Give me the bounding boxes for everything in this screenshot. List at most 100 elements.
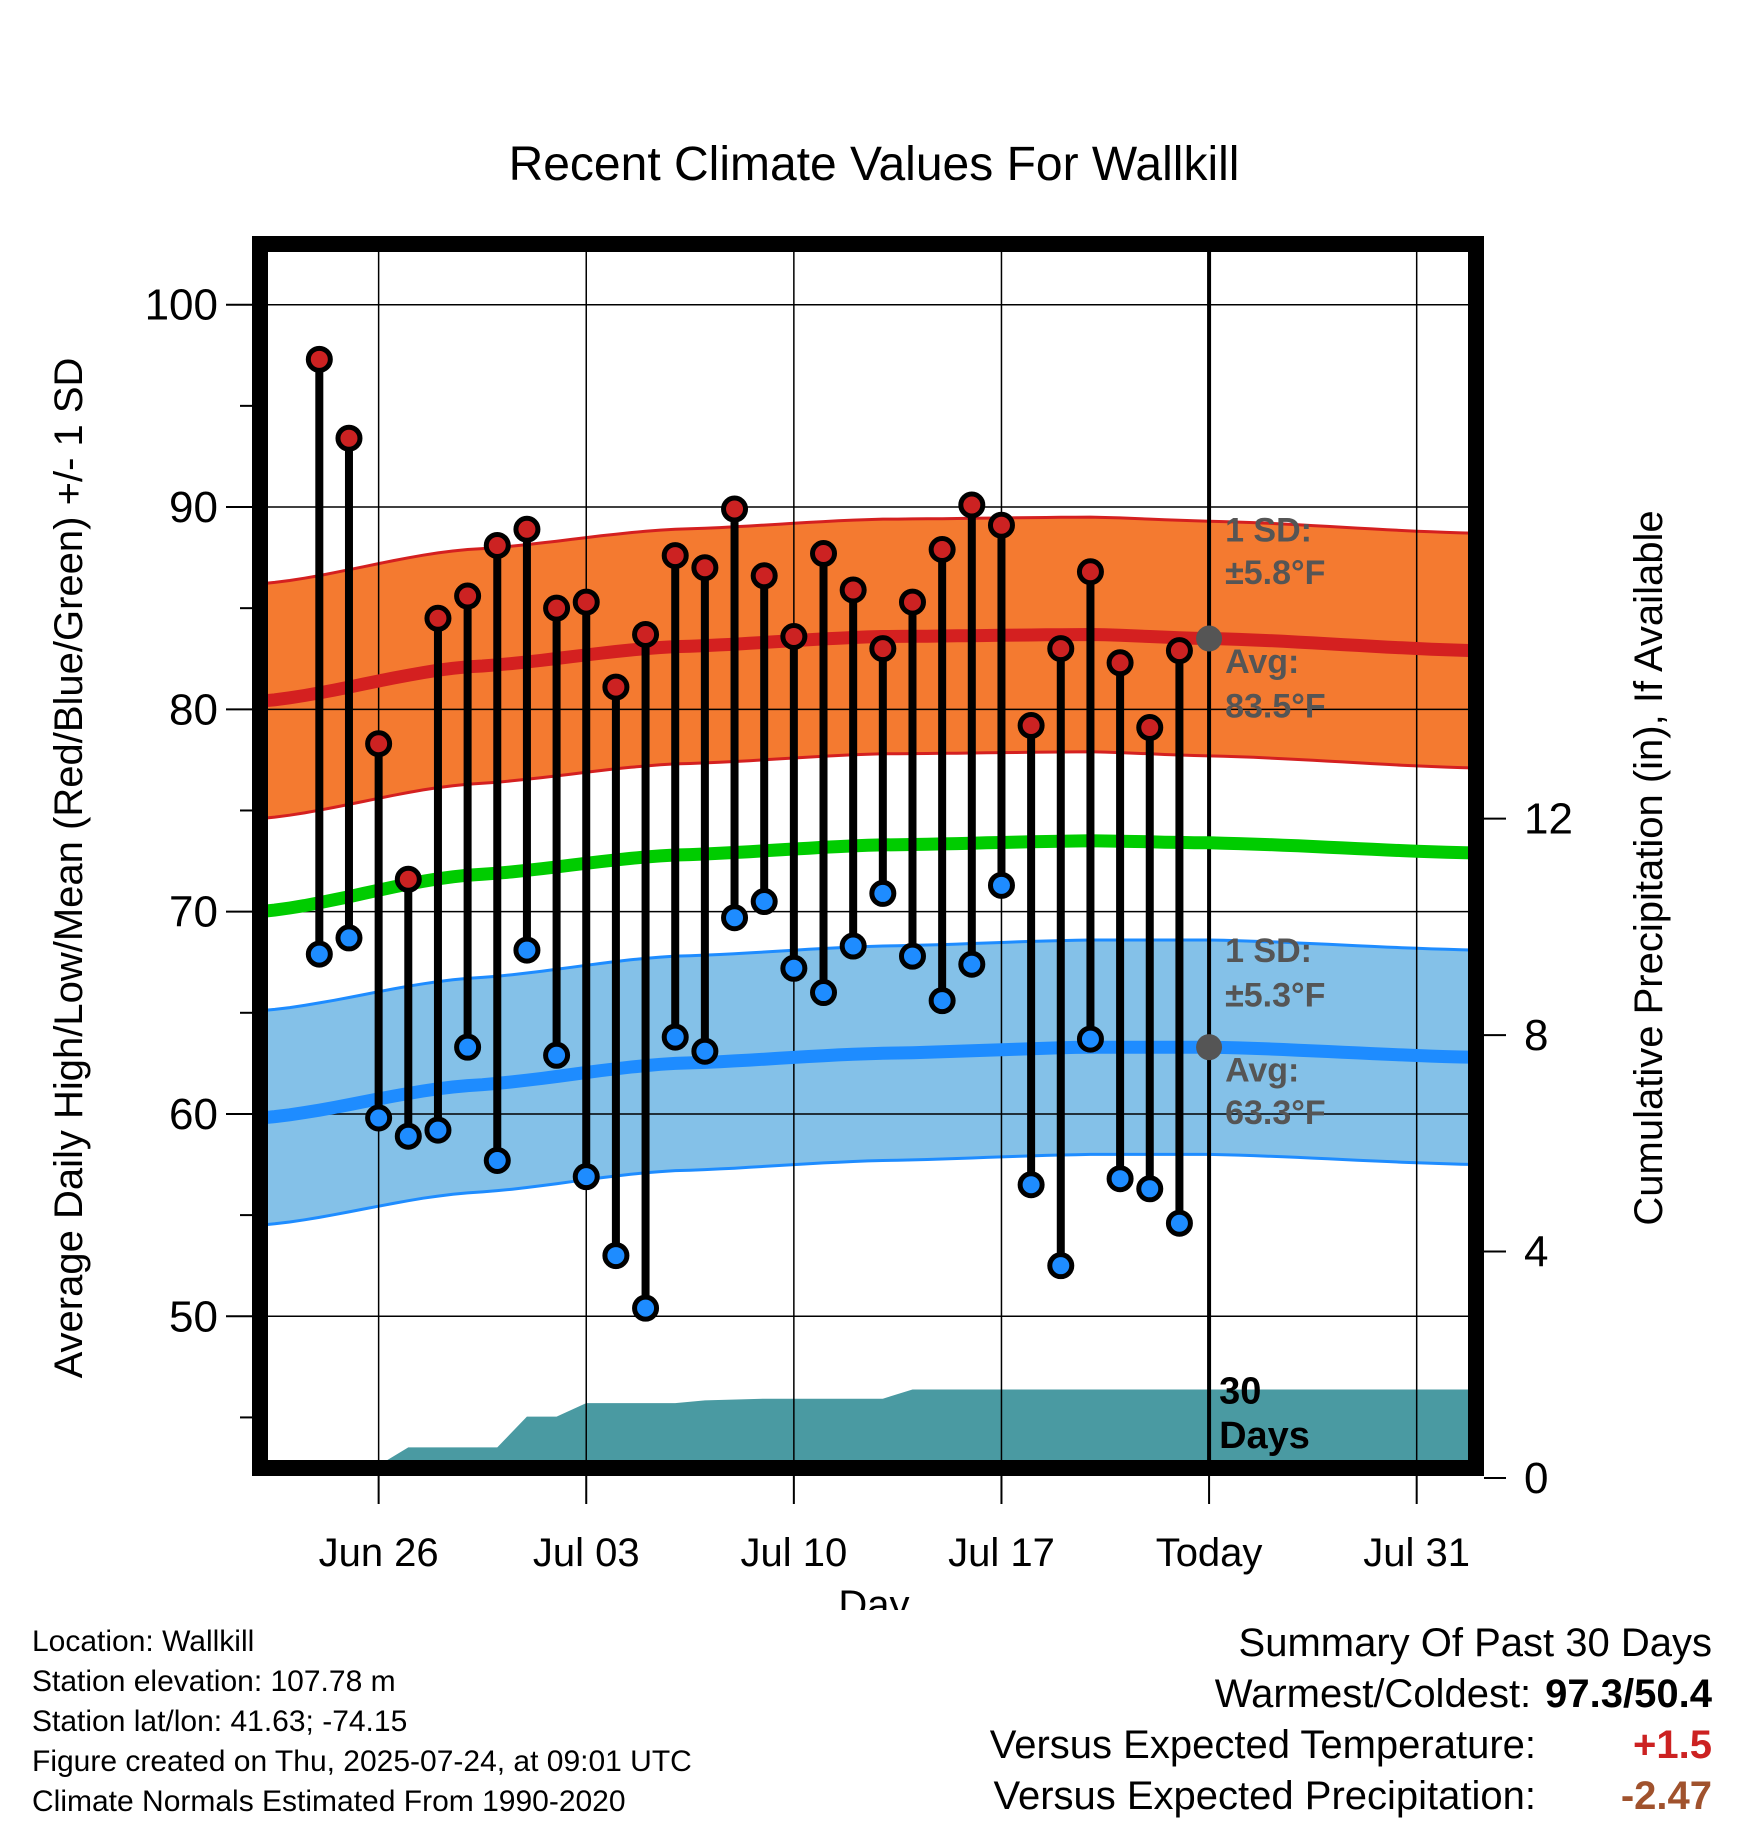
low-point [483,1146,511,1174]
low-point [958,950,986,978]
warm-cold-label: Warmest/Coldest: [1214,1672,1532,1716]
high-point [365,730,393,758]
y2-tick-label: 4 [1524,1228,1548,1277]
today-avg-high-marker [1196,625,1223,652]
today-avg-low-marker [1196,1034,1223,1061]
high-point [750,562,778,590]
low-point [810,979,838,1007]
low-point [602,1242,630,1270]
high-point [810,540,838,568]
avg-line-low [259,1040,1477,1125]
high-point [780,622,808,650]
high-point [958,491,986,519]
precipitation-layer [260,1389,1476,1468]
annotation-low-avg-value: 63.3°F [1225,1094,1326,1132]
summary-temp: Versus Expected Temperature: +1.5 [990,1720,1712,1771]
high-point [305,345,333,373]
high-point [1136,714,1164,742]
avg-line-high [259,627,1477,708]
daily-stems-layer [315,359,1184,1309]
low-point [721,904,749,932]
warm-cold-value: 97.3/50.4 [1545,1672,1712,1716]
x-tick-label: Jun 26 [319,1531,439,1575]
high-point [572,588,600,616]
sd-band-upper-edge [259,515,1477,586]
high-point [898,588,926,616]
summary-panel: Summary Of Past 30 Days Warmest/Coldest:… [990,1618,1712,1822]
summary-warm-cold: Warmest/Coldest: 97.3/50.4 [990,1669,1712,1720]
annotation-high-sd-title: 1 SD: [1225,511,1312,549]
annotation-high-avg-title: Avg: [1225,643,1299,681]
high-point [543,594,571,622]
annotation-low-avg-title: Avg: [1225,1052,1299,1090]
period-label-number: 30 [1219,1370,1261,1412]
plot-frame [252,236,1484,1476]
high-point [1017,712,1045,740]
low-point [1136,1175,1164,1203]
low-point [305,940,333,968]
precip-area [260,1389,1476,1468]
y-tick-label: 90 [169,483,218,532]
sd-band-upper-edge [259,938,1477,1013]
y-tick-label: 80 [169,685,218,734]
high-point [335,424,363,452]
high-point [424,604,452,632]
low-point [1017,1171,1045,1199]
temp-value: +1.5 [1633,1723,1712,1767]
sd-band-high [260,517,1476,819]
created-text: Figure created on Thu, 2025-07-24, at 09… [32,1745,692,1778]
x-tick-label: Jul 31 [1363,1531,1470,1575]
y2-tick-label: 8 [1524,1011,1548,1060]
annotation-low-sd-title: 1 SD: [1225,932,1312,970]
high-point [513,515,541,543]
sd-band-lower-edge [259,1152,1477,1227]
period-label-unit: Days [1219,1415,1310,1457]
high-point [454,582,482,610]
high-point [602,673,630,701]
low-point [987,871,1015,899]
x-tick-label: Jul 10 [740,1531,847,1575]
chart-title: Recent Climate Values For Wallkill [509,138,1240,191]
temp-label: Versus Expected Temperature: [989,1723,1536,1767]
high-point [928,535,956,563]
high-point [1047,635,1075,663]
low-point [335,924,363,952]
y-tick-label: 50 [169,1292,218,1341]
station-info: Location: Wallkill Station elevation: 10… [32,1622,692,1822]
daily-points-layer [305,345,1193,1322]
y2-tick-label: 12 [1524,795,1573,844]
high-point [839,576,867,604]
low-point [839,932,867,960]
annotations-layer: 1 SD: ±5.8°F Avg: 83.5°F 1 SD: ±5.3°F Avg: 63.3… [1196,511,1326,1457]
axis-ticks-layer: 50 60 70 80 90 100 0 4 8 12 Jun 26 Jul 03 Jul 10 Jul … [145,281,1573,1575]
plot-border [252,236,1484,1476]
y2-tick-label: 0 [1524,1454,1548,1503]
y-tick-label: 60 [169,1090,218,1139]
y-tick-label: 70 [169,888,218,937]
x-tick-label: Today [1156,1531,1263,1575]
precip-label: Versus Expected Precipitation: [993,1774,1536,1818]
high-point [483,531,511,559]
annotation-low-sd-value: ±5.3°F [1225,977,1325,1015]
climate-chart: Recent Climate Values For Wallkill 1 SD:… [47,138,1671,1610]
high-point [869,635,897,663]
x-tick-label: Jul 03 [533,1531,640,1575]
low-point [632,1294,660,1322]
avg-line-mean [259,834,1477,919]
low-point [1165,1209,1193,1237]
normals-text: Climate Normals Estimated From 1990-2020 [32,1785,626,1818]
y-tick-label: 100 [145,281,218,330]
low-point [780,954,808,982]
low-point [928,987,956,1015]
low-point [691,1037,719,1065]
high-point [691,554,719,582]
low-point [661,1023,689,1051]
low-point [572,1163,600,1191]
low-point [1106,1165,1134,1193]
low-point [1047,1252,1075,1280]
summary-precip: Versus Expected Precipitation: -2.47 [990,1771,1712,1822]
low-point [365,1104,393,1132]
low-point [424,1116,452,1144]
latlon-text: Station lat/lon: 41.63; -74.15 [32,1705,408,1738]
high-point [661,542,689,570]
